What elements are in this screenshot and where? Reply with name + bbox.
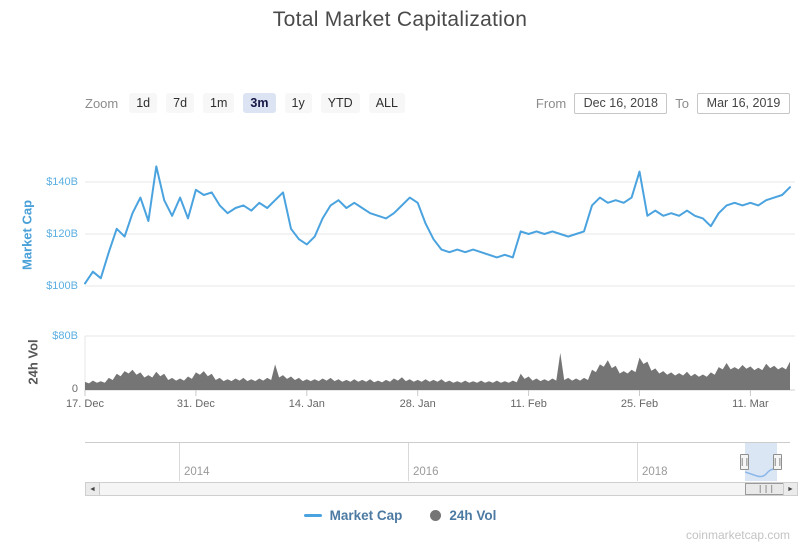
y-axis-label-140b: $140B xyxy=(46,176,78,188)
market-cap-line-series[interactable] xyxy=(84,165,791,285)
scrollbar-left-button[interactable]: ◄ xyxy=(86,483,100,495)
zoom-button-ytd[interactable]: YTD xyxy=(320,93,360,113)
navigator-right-handle[interactable]: || xyxy=(773,454,782,470)
scrollbar[interactable]: ◄ ||| ► xyxy=(85,482,798,496)
from-label: From xyxy=(535,95,567,111)
legend-label: Market Cap xyxy=(329,508,403,523)
y-axis-label-80b: $80B xyxy=(52,330,78,342)
handle-grip-icon: || xyxy=(772,457,783,466)
page-title: Total Market Capitalization xyxy=(272,8,528,31)
x-axis-label: 11. Feb xyxy=(510,398,547,410)
scrollbar-thumb[interactable]: ||| xyxy=(745,483,788,495)
watermark: coinmarketcap.com xyxy=(685,528,790,542)
legend: Market Cap 24h Vol xyxy=(0,508,800,523)
navigator-year-gridline xyxy=(179,443,180,481)
zoom-label: Zoom xyxy=(85,95,119,111)
to-label: To xyxy=(675,95,689,111)
navigator-left-handle[interactable]: || xyxy=(740,454,749,470)
zoom-group: Zoom 1d 7d 1m 3m 1y YTD ALL xyxy=(85,93,405,113)
controls-row: Zoom 1d 7d 1m 3m 1y YTD ALL From To xyxy=(85,91,790,115)
legend-line-icon xyxy=(303,514,322,517)
navigator-year-label: 2014 xyxy=(184,466,210,478)
legend-item-24h-vol[interactable]: 24h Vol xyxy=(430,508,496,523)
zoom-button-1m[interactable]: 1m xyxy=(203,93,235,113)
navigator-year-gridline xyxy=(408,443,409,481)
zoom-button-7d[interactable]: 7d xyxy=(166,93,195,113)
x-axis-label: 28. Jan xyxy=(399,398,436,410)
market-cap-axis-title: Market Cap xyxy=(19,199,35,271)
volume-axis-title: 24h Vol xyxy=(25,339,41,385)
legend-circle-icon xyxy=(430,510,442,521)
y-axis-label-0: 0 xyxy=(71,383,78,395)
to-date-input[interactable] xyxy=(697,92,790,114)
x-axis-label: 25. Feb xyxy=(620,398,659,410)
navigator-year-label: 2018 xyxy=(642,466,668,478)
left-arrow-icon: ◄ xyxy=(89,485,96,493)
handle-grip-icon: || xyxy=(739,457,750,466)
legend-label: 24h Vol xyxy=(449,508,497,523)
volume-area-series[interactable] xyxy=(85,352,790,390)
navigator-year-label: 2016 xyxy=(413,466,439,478)
legend-item-market-cap[interactable]: Market Cap xyxy=(303,508,403,523)
zoom-button-group: 1d 7d 1m 3m 1y YTD ALL xyxy=(129,93,405,113)
navigator-selected-range[interactable]: || || xyxy=(740,443,782,481)
zoom-button-1d[interactable]: 1d xyxy=(129,93,158,113)
navigator-year-gridline xyxy=(637,443,638,481)
x-axis-label: 17. Dec xyxy=(66,398,104,410)
scrollbar-right-button[interactable]: ► xyxy=(783,483,797,495)
zoom-button-all[interactable]: ALL xyxy=(368,93,405,113)
x-axis-label: 14. Jan xyxy=(288,398,325,410)
thumb-grip-icon: ||| xyxy=(757,484,776,493)
zoom-button-3m[interactable]: 3m xyxy=(243,93,276,113)
from-date-input[interactable] xyxy=(574,92,668,114)
y-axis-label-120b: $120B xyxy=(46,228,78,240)
x-axis-label: 11. Mar xyxy=(732,398,769,410)
x-axis-label: 31. Dec xyxy=(176,398,215,410)
navigator[interactable]: || || 2014 2016 2018 xyxy=(85,442,790,481)
date-range-group: From To xyxy=(535,92,790,114)
navigator-series-preview xyxy=(745,468,777,478)
y-axis-label-100b: $100B xyxy=(46,280,78,292)
chart-plot-area[interactable] xyxy=(0,0,800,440)
zoom-button-1y[interactable]: 1y xyxy=(284,93,312,113)
right-arrow-icon: ► xyxy=(787,485,794,493)
